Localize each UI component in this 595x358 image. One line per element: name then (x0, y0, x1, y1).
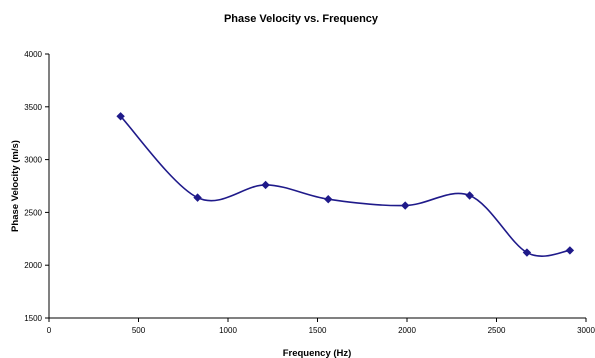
x-tick-label: 2500 (488, 326, 506, 335)
y-axis-label: Phase Velocity (m/s) (10, 140, 21, 232)
data-point-marker (324, 195, 333, 204)
data-point-marker (401, 201, 410, 210)
y-tick-label: 1500 (24, 314, 42, 323)
chart-title: Phase Velocity vs. Frequency (224, 13, 379, 25)
x-axis-label: Frequency (Hz) (283, 348, 352, 358)
x-tick-label: 1500 (309, 326, 327, 335)
data-point-marker (465, 191, 474, 200)
x-tick-label: 0 (47, 326, 52, 335)
x-tick-label: 2000 (398, 326, 416, 335)
axes (48, 54, 586, 319)
y-tick-label: 2000 (24, 261, 42, 270)
x-tick-label: 500 (132, 326, 146, 335)
markers (116, 112, 575, 257)
x-tick-label: 1000 (219, 326, 237, 335)
y-tick-label: 2500 (24, 208, 42, 217)
data-point-marker (193, 193, 202, 202)
data-point-marker (261, 180, 270, 190)
x-ticks: 0 500 1000 1500 2000 2500 3000 (47, 318, 595, 335)
data-point-marker (116, 112, 125, 121)
series-line (120, 115, 571, 257)
data-point-marker (565, 246, 575, 255)
x-tick-label: 3000 (577, 326, 595, 335)
y-tick-label: 3000 (24, 156, 42, 165)
y-tick-label: 4000 (24, 50, 42, 59)
y-tick-label: 3500 (24, 103, 42, 112)
data-point-marker (522, 248, 532, 257)
y-ticks: 1500 2000 2500 3000 3500 4000 (24, 50, 49, 323)
